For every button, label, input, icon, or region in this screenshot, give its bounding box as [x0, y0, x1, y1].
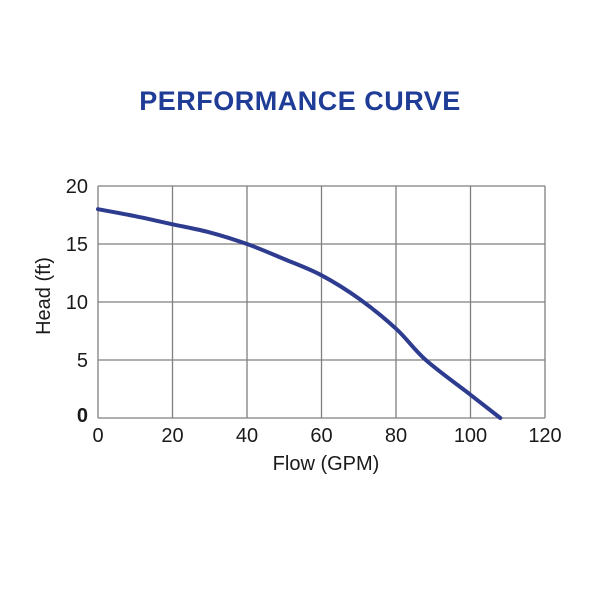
x-tick-label: 80 — [385, 425, 407, 447]
y-tick-label: 20 — [66, 176, 88, 198]
x-tick-label: 0 — [92, 425, 103, 447]
grid-lines — [97, 185, 546, 419]
x-tick-label: 20 — [161, 425, 183, 447]
x-tick-label: 60 — [310, 425, 332, 447]
y-tick-label: 10 — [66, 292, 88, 314]
y-tick-label: 15 — [66, 234, 88, 256]
y-tick-label: 5 — [77, 350, 88, 372]
x-tick-label: 40 — [236, 425, 258, 447]
axis-tick-labels: 0 20 40 60 80 100 120 0 5 10 15 20 — [66, 176, 562, 447]
x-tick-label: 120 — [528, 425, 561, 447]
chart-title: PERFORMANCE CURVE — [139, 86, 461, 116]
x-axis-label: Flow (GPM) — [273, 453, 380, 475]
y-axis-label: Head (ft) — [33, 257, 55, 335]
performance-curve-line — [96, 207, 503, 420]
y-tick-label: 0 — [77, 405, 88, 427]
x-tick-label: 100 — [454, 425, 487, 447]
